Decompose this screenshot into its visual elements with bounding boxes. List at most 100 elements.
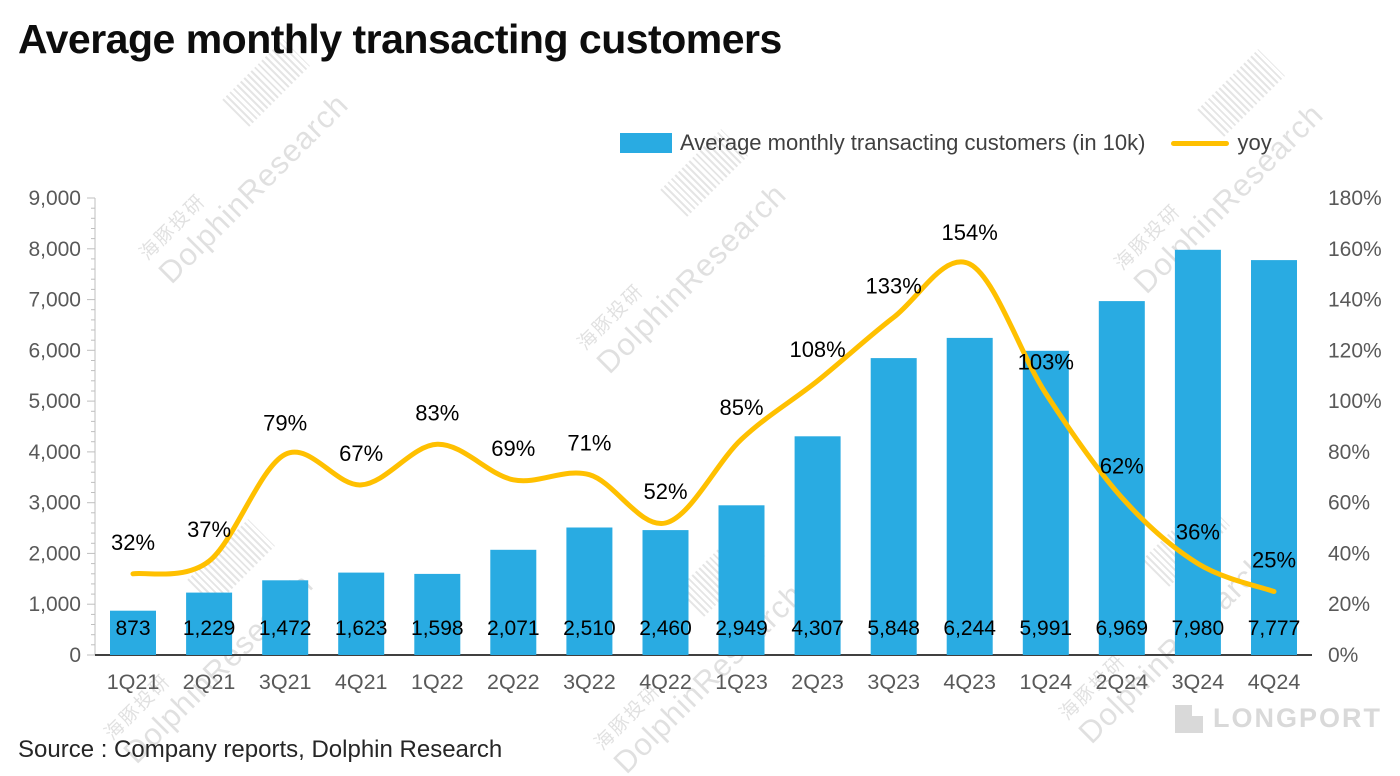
svg-text:2Q22: 2Q22	[487, 670, 540, 694]
svg-text:1,623: 1,623	[335, 617, 388, 640]
svg-text:1,229: 1,229	[183, 617, 236, 640]
svg-text:103%: 103%	[1018, 350, 1074, 375]
page-title: Average monthly transacting customers	[18, 16, 782, 62]
svg-text:3Q22: 3Q22	[563, 670, 616, 694]
bar-4Q21	[338, 572, 385, 655]
svg-text:2,071: 2,071	[487, 617, 540, 640]
bar-2Q22	[490, 549, 537, 655]
svg-text:0%: 0%	[1328, 644, 1358, 667]
svg-text:9,000: 9,000	[28, 187, 81, 210]
svg-text:1,472: 1,472	[259, 617, 312, 640]
svg-text:85%: 85%	[719, 395, 763, 420]
svg-text:5,991: 5,991	[1020, 617, 1073, 640]
svg-text:79%: 79%	[263, 410, 307, 435]
svg-text:1,598: 1,598	[411, 617, 464, 640]
svg-text:7,980: 7,980	[1172, 617, 1225, 640]
legend-line-swatch	[1171, 140, 1230, 146]
svg-text:40%: 40%	[1328, 542, 1370, 565]
bar-1Q24	[1022, 350, 1069, 655]
svg-text:8,000: 8,000	[28, 238, 81, 261]
longport-logo-icon	[1175, 704, 1203, 733]
svg-text:3Q23: 3Q23	[867, 670, 920, 694]
svg-text:2,949: 2,949	[715, 617, 768, 640]
chart-legend: Average monthly transacting customers (i…	[620, 130, 1272, 156]
svg-text:2Q21: 2Q21	[183, 670, 236, 694]
svg-text:20%: 20%	[1328, 593, 1370, 616]
legend-bar-swatch	[620, 133, 672, 153]
svg-text:2Q24: 2Q24	[1095, 670, 1148, 694]
svg-text:4Q23: 4Q23	[943, 670, 996, 694]
bar-value-labels: 873 1,229 1,472 1,623 1,598 2,071 2,510 2,460 2,…	[115, 617, 1300, 640]
svg-text:1Q21: 1Q21	[107, 670, 160, 694]
bar-3Q24	[1174, 249, 1221, 656]
svg-text:180%: 180%	[1328, 187, 1382, 210]
svg-text:120%: 120%	[1328, 339, 1382, 362]
svg-text:7,000: 7,000	[28, 289, 81, 312]
bar-3Q23	[870, 358, 917, 655]
svg-text:5,000: 5,000	[28, 390, 81, 413]
svg-text:7,777: 7,777	[1248, 617, 1301, 640]
svg-text:4,000: 4,000	[28, 441, 81, 464]
svg-text:1,000: 1,000	[28, 593, 81, 616]
svg-text:2,460: 2,460	[639, 617, 692, 640]
svg-text:4Q24: 4Q24	[1248, 670, 1301, 694]
svg-text:62%: 62%	[1100, 454, 1144, 479]
bar-2Q23	[794, 436, 841, 655]
axis-tick-labels: 0 1,000 2,000 3,000 4,000 5,000 6,000 7,000 8,00…	[28, 187, 1381, 667]
yoy-value-labels: 32% 37% 79% 67% 83% 69% 71% 52% 85% 108% 133% 154% 1…	[111, 220, 1296, 573]
svg-text:36%: 36%	[1176, 520, 1220, 545]
legend-bar-label: Average monthly transacting customers (i…	[680, 130, 1146, 155]
bar-4Q24	[1251, 260, 1297, 655]
source-note: Source : Company reports, Dolphin Resear…	[18, 736, 503, 763]
svg-text:2Q23: 2Q23	[791, 670, 844, 694]
svg-text:3Q21: 3Q21	[259, 670, 312, 694]
svg-text:80%: 80%	[1328, 441, 1370, 464]
svg-text:3Q24: 3Q24	[1172, 670, 1225, 694]
svg-text:873: 873	[115, 617, 150, 640]
svg-text:6,244: 6,244	[943, 617, 996, 640]
svg-text:67%: 67%	[339, 441, 383, 466]
svg-text:3,000: 3,000	[28, 492, 81, 515]
svg-text:154%: 154%	[942, 220, 998, 245]
svg-text:1Q23: 1Q23	[715, 670, 768, 694]
bar-1Q22	[414, 573, 461, 655]
svg-text:83%: 83%	[415, 400, 459, 425]
legend-line-label: yoy	[1237, 130, 1272, 155]
svg-text:1Q24: 1Q24	[1019, 670, 1072, 694]
bar-3Q21	[262, 580, 309, 655]
svg-text:37%: 37%	[187, 517, 231, 542]
svg-text:133%: 133%	[866, 273, 922, 298]
svg-text:4Q21: 4Q21	[335, 670, 388, 694]
svg-text:6,000: 6,000	[28, 339, 81, 362]
bar-4Q23	[946, 337, 993, 655]
svg-text:5,848: 5,848	[867, 617, 920, 640]
longport-logo: LONGPORT	[1175, 703, 1382, 734]
bar-3Q22	[566, 527, 613, 655]
svg-text:4,307: 4,307	[791, 617, 844, 640]
svg-text:25%: 25%	[1252, 548, 1296, 573]
bar-1Q21	[110, 610, 156, 655]
svg-text:60%: 60%	[1328, 492, 1370, 515]
bar-4Q22	[642, 530, 689, 655]
bar-1Q23	[718, 505, 765, 655]
bar-2Q21	[186, 592, 233, 655]
svg-text:32%: 32%	[111, 530, 155, 555]
svg-text:2,000: 2,000	[28, 542, 81, 565]
svg-text:140%: 140%	[1328, 289, 1382, 312]
svg-text:1Q22: 1Q22	[411, 670, 464, 694]
svg-text:69%: 69%	[491, 436, 535, 461]
svg-text:160%: 160%	[1328, 238, 1382, 261]
svg-text:71%: 71%	[567, 431, 611, 456]
svg-text:0: 0	[69, 644, 81, 667]
svg-text:100%: 100%	[1328, 390, 1382, 413]
svg-text:2,510: 2,510	[563, 617, 616, 640]
svg-text:6,969: 6,969	[1096, 617, 1149, 640]
longport-logo-text: LONGPORT	[1213, 703, 1382, 733]
svg-text:108%: 108%	[789, 337, 845, 362]
svg-text:52%: 52%	[643, 479, 687, 504]
category-labels: 1Q21 2Q21 3Q21 4Q21 1Q22 2Q22 3Q22 4Q22 1Q23 2Q23…	[107, 670, 1301, 694]
svg-text:4Q22: 4Q22	[639, 670, 692, 694]
yoy-line	[130, 259, 1277, 594]
